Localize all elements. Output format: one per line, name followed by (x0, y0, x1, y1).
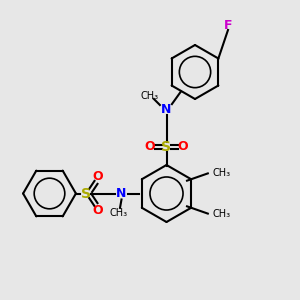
Text: O: O (145, 140, 155, 154)
Text: S: S (161, 140, 172, 154)
Text: N: N (161, 103, 172, 116)
Text: CH₃: CH₃ (110, 208, 128, 218)
Text: O: O (178, 140, 188, 154)
Text: CH₃: CH₃ (213, 168, 231, 178)
Text: CH₃: CH₃ (213, 208, 231, 219)
Text: N: N (116, 187, 127, 200)
Text: CH₃: CH₃ (141, 91, 159, 101)
Text: O: O (93, 204, 104, 218)
Text: O: O (93, 169, 104, 183)
Text: F: F (224, 19, 232, 32)
Text: S: S (80, 187, 91, 200)
